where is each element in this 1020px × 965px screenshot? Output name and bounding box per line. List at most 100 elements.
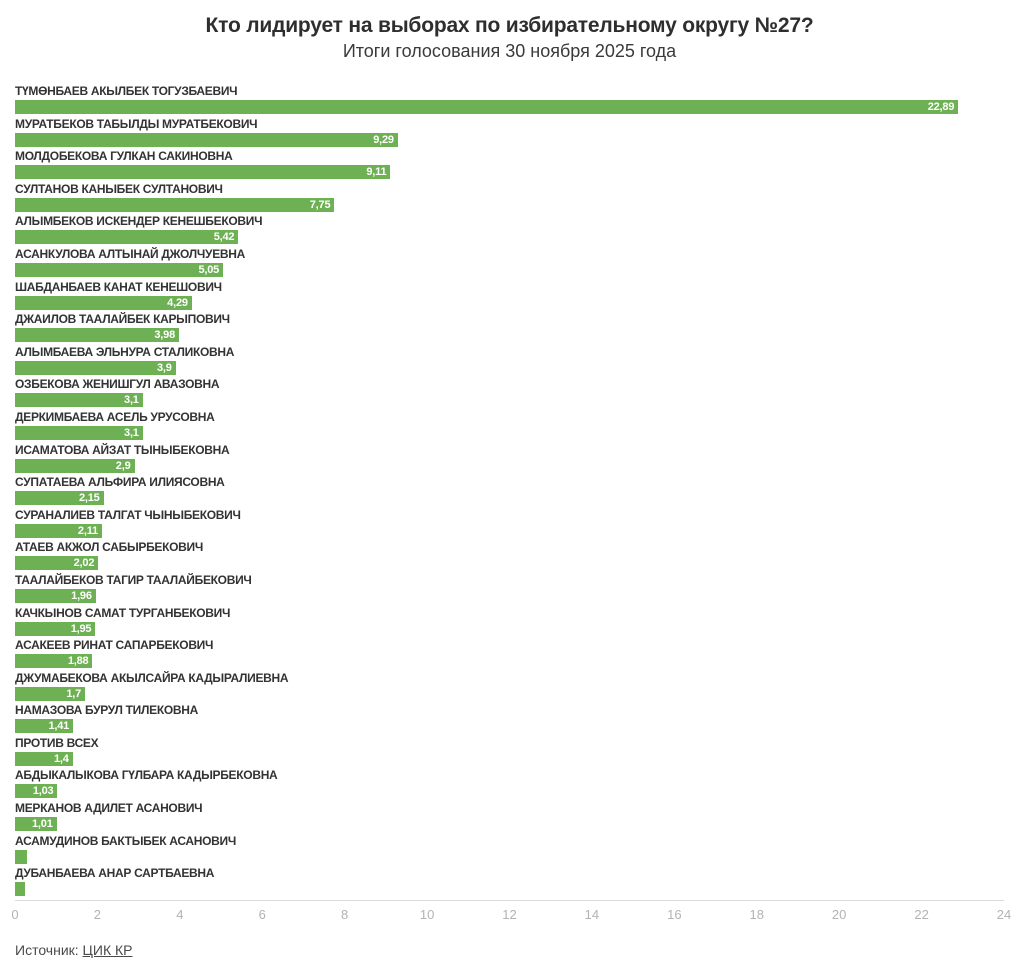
candidate-name: СУПАТАЕВА АЛЬФИРА ИЛИЯСОВНА	[15, 475, 225, 490]
bar-value: 3,9	[157, 361, 172, 374]
bar: 3,1	[15, 425, 143, 440]
candidate-name: ДЖУМАБЕКОВА АКЫЛСАЙРА КАДЫРАЛИЕВНА	[15, 670, 289, 685]
bar-row: АЛЫМБАЕВА ЭЛЬНУРА СТАЛИКОВНА 3,9	[15, 344, 1004, 379]
bar-value: 1,03	[32, 785, 54, 798]
x-axis-tick-label: 2	[93, 906, 102, 922]
x-axis-tick-label: 0	[11, 906, 19, 922]
candidate-name: МОЛДОБЕКОВА ГУЛКАН САКИНОВНА	[15, 149, 233, 164]
candidate-name: КАЧКЫНОВ САМАТ ТУРГАНБЕКОВИЧ	[15, 605, 231, 620]
bar: 1,03	[15, 784, 58, 799]
bar-value: 1,88	[67, 655, 89, 668]
bar-track: 22,89	[15, 100, 1004, 114]
bar-row: ПРОТИВ ВСЕХ 1,4	[15, 735, 1004, 770]
candidate-name: ИСАМАТОВА АЙЗАТ ТЫНЫБЕКОВНА	[15, 442, 230, 457]
bar: 2,9	[15, 458, 135, 473]
bar-rows: ТҮМӨНБАЕВ АКЫЛБЕК ТОГУЗБАЕВИЧ 22,89 МУРАТБ…	[15, 85, 1004, 900]
bar-row: СУРАНАЛИЕВ ТАЛГАТ ЧЫНЫБЕКОВИЧ 2,11	[15, 508, 1004, 542]
bar-row: АТАЕВ АКЖОЛ САБЫРБЕКОВИЧ 2,02	[15, 541, 1004, 574]
source-line: Источник: ЦИК КР	[15, 942, 1004, 958]
bar-value: 7,75	[309, 198, 331, 211]
bar-track: 4,29	[15, 295, 1004, 310]
bar: 3,98	[15, 328, 179, 343]
bar-track: 1,4	[15, 751, 1004, 766]
bar-row: АСАНКУЛОВА АЛТЫНАЙ ДЖОЛЧУЕВНА 5,05	[15, 246, 1004, 281]
bar: 9,29	[15, 132, 398, 147]
bar-row: НАМАЗОВА БУРУЛ ТИЛЕКОВНА 1,41	[15, 704, 1004, 737]
bar-row: ОЗБЕКОВА ЖЕНИШГУЛ АВАЗОВНА 3,1	[15, 378, 1004, 411]
bar-track: 1,96	[15, 588, 1004, 603]
bar-track: 1,95	[15, 621, 1004, 636]
bar-track: 3,9	[15, 360, 1004, 375]
bar-track	[15, 882, 1004, 897]
bar: 1,41	[15, 719, 74, 734]
bar: 1,88	[15, 654, 93, 669]
bar-row: ТҮМӨНБАЕВ АКЫЛБЕК ТОГУЗБАЕВИЧ 22,89	[15, 85, 1004, 118]
bar-track: 7,75	[15, 197, 1004, 212]
x-axis-tick-label: 14	[584, 906, 600, 922]
bar	[15, 882, 25, 897]
bar-row: АБДЫКАЛЫКОВА ГҮЛБАРА КАДЫРБЕКОВНА 1,03	[15, 769, 1004, 802]
bar-row: СУПАТАЕВА АЛЬФИРА ИЛИЯСОВНА 2,15	[15, 476, 1004, 509]
bar-row: АСАМУДИНОВ БАКТЫБЕК АСАНОВИЧ	[15, 833, 1004, 868]
candidate-name: АБДЫКАЛЫКОВА ГҮЛБАРА КАДЫРБЕКОВНА	[15, 768, 278, 783]
bar-track	[15, 849, 1004, 864]
bar-track: 3,1	[15, 425, 1004, 440]
chart-subtitle: Итоги голосования 30 ноября 2025 года	[342, 41, 677, 61]
bar-value: 22,89	[927, 101, 955, 113]
bar-row: ДЖАИЛОВ ТААЛАЙБЕК КАРЫПОВИЧ 3,98	[15, 313, 1004, 346]
bar-row: АСАКЕЕВ РИНАТ САПАРБЕКОВИЧ 1,88	[15, 639, 1004, 672]
bar-track: 9,11	[15, 165, 1004, 180]
x-axis-tick-label: 16	[667, 906, 682, 922]
chart-page: Кто лидирует на выборах по избирательном…	[0, 14, 1020, 965]
x-axis-tick-label: 4	[176, 906, 184, 922]
bar: 9,11	[15, 165, 391, 180]
candidate-name: АЛЫМБАЕВА ЭЛЬНУРА СТАЛИКОВНА	[15, 344, 235, 359]
bar: 3,1	[15, 393, 143, 408]
candidate-name: ШАБДАНБАЕВ КАНАТ КЕНЕШОВИЧ	[15, 279, 222, 294]
candidate-name: АСАНКУЛОВА АЛТЫНАЙ ДЖОЛЧУЕВНА	[15, 246, 246, 261]
candidate-name: МЕРКАНОВ АДИЛЕТ АСАНОВИЧ	[15, 801, 203, 816]
candidate-name: ПРОТИВ ВСЕХ	[15, 735, 99, 750]
x-axis-tick-label: 6	[258, 906, 266, 922]
bar: 2,02	[15, 556, 99, 571]
bar-row: ДЖУМАБЕКОВА АКЫЛСАЙРА КАДЫРАЛИЕВНА 1,7	[15, 670, 1004, 705]
bar-value: 1,95	[70, 622, 92, 635]
candidate-name: АТАЕВ АКЖОЛ САБЫРБЕКОВИЧ	[15, 540, 203, 555]
bar-value: 1,4	[53, 752, 69, 765]
bar-row: ИСАМАТОВА АЙЗАТ ТЫНЫБЕКОВНА 2,9	[15, 442, 1004, 477]
candidate-name: АСАКЕЕВ РИНАТ САПАРБЕКОВИЧ	[15, 638, 214, 653]
bar-row: МУРАТБЕКОВ ТАБЫЛДЫ МУРАТБЕКОВИЧ 9,29	[15, 116, 1004, 151]
horizontal-bar-chart: ТҮМӨНБАЕВ АКЫЛБЕК ТОГУЗБАЕВИЧ 22,89 МУРАТБ…	[11, 85, 1011, 929]
bar-track: 2,11	[15, 523, 1004, 538]
bar: 1,95	[15, 621, 96, 636]
bar-value: 9,29	[373, 133, 394, 146]
source-link[interactable]: ЦИК КР	[82, 941, 133, 958]
bar-value: 2,11	[77, 524, 98, 537]
bar: 2,15	[15, 491, 104, 506]
candidate-name: ДЕРКИМБАЕВА АСЕЛЬ УРУСОВНА	[15, 409, 215, 424]
candidate-name: МУРАТБЕКОВ ТАБЫЛДЫ МУРАТБЕКОВИЧ	[15, 116, 258, 131]
x-axis-tick-label: 18	[749, 906, 764, 922]
bar-value: 2,9	[115, 459, 131, 472]
bar-track: 1,03	[15, 784, 1004, 799]
bar-row: ДЕРКИМБАЕВА АСЕЛЬ УРУСОВНА 3,1	[15, 409, 1004, 444]
candidate-name: АСАМУДИНОВ БАКТЫБЕК АСАНОВИЧ	[15, 833, 236, 848]
x-axis: 0 2 4 6 8 10 12 14 16 18 20 22 24	[11, 899, 1011, 929]
bar-track: 2,9	[15, 458, 1004, 473]
bar-value: 1,41	[48, 720, 70, 733]
bar-value: 2,02	[73, 557, 95, 570]
x-axis-tick-label: 22	[914, 906, 929, 922]
bar-value: 5,42	[213, 231, 235, 244]
bar: 5,42	[15, 230, 239, 245]
bar-row: ДУБАНБАЕВА АНАР САРТБАЕВНА	[15, 867, 1004, 900]
bar-value: 5,05	[198, 263, 220, 276]
bar-value: 1,96	[71, 589, 92, 602]
candidate-name: ОЗБЕКОВА ЖЕНИШГУЛ АВАЗОВНА	[15, 377, 220, 392]
x-axis-tick-label: 8	[341, 906, 349, 922]
bar: 1,7	[15, 686, 86, 701]
bar-value: 3,1	[124, 426, 139, 439]
bar: 7,75	[15, 197, 335, 212]
bar	[15, 849, 28, 864]
bar-track: 9,29	[15, 132, 1004, 147]
bar-row: МЕРКАНОВ АДИЛЕТ АСАНОВИЧ 1,01	[15, 802, 1004, 835]
